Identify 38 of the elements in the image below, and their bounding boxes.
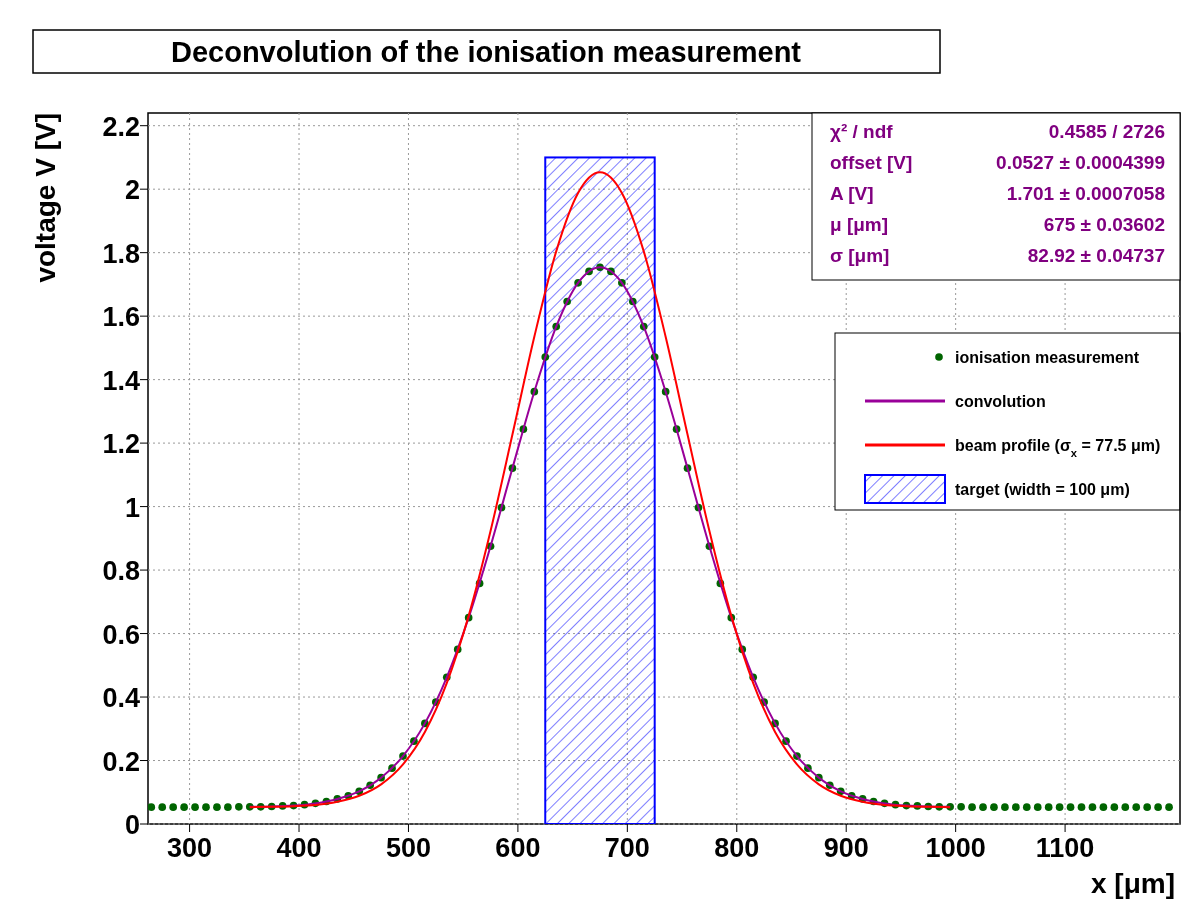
y-tick-label: 1 [124,492,140,523]
annotation: σ [μm] [830,245,890,266]
x-tick-label: 700 [604,833,650,863]
y-tick-label: 2.2 [102,111,140,142]
y-tick-label: 0.6 [102,619,140,650]
x-tick-label: 600 [495,833,541,863]
y-tick-label: 1.8 [102,238,140,269]
annotation: 0.0527 ± 0.0004399 [996,152,1165,173]
legend-label: convolution [955,393,1046,410]
x-tick-label: 1100 [1035,833,1095,863]
x-tick-label: 900 [823,833,869,863]
y-tick-label: 0.8 [102,556,140,587]
y-axis-title: voltage V [V] [30,113,61,283]
annotation: offset [V] [830,152,913,173]
x-tick-label: 300 [167,833,213,863]
annotation: 82.92 ± 0.04737 [1027,245,1165,266]
annotation: A [V] [830,183,874,204]
x-tick-label: 800 [714,833,760,863]
y-tick-label: 0.4 [102,683,140,714]
x-tick-label: 1000 [925,833,986,863]
annotation: χ² / ndf [830,121,894,142]
y-tick-label: 0 [124,810,140,840]
y-tick-label: 0.2 [102,746,140,777]
annotation: 1.701 ± 0.0007058 [1006,183,1165,204]
x-tick-label: 500 [385,833,431,863]
x-tick-label: 400 [276,833,322,863]
annotation: 675 ± 0.03602 [1043,214,1165,235]
x-axis-title: x [μm] [1090,868,1175,899]
y-tick-label: 1.4 [102,365,140,396]
y-tick-label: 1.2 [102,429,140,460]
chart-title: Deconvolution of the ionisation measurement [170,36,802,68]
y-tick-label: 2 [124,175,140,206]
annotation: 0.4585 / 2726 [1048,121,1165,142]
y-tick-label: 1.6 [102,302,140,333]
legend-label: target (width = 100 μm) [955,481,1130,498]
legend-label: ionisation measurement [955,349,1140,366]
annotation: μ [μm] [830,214,889,235]
legend-label: beam profile (σ$_{x}$ = 77.5 μm) [955,437,1161,459]
